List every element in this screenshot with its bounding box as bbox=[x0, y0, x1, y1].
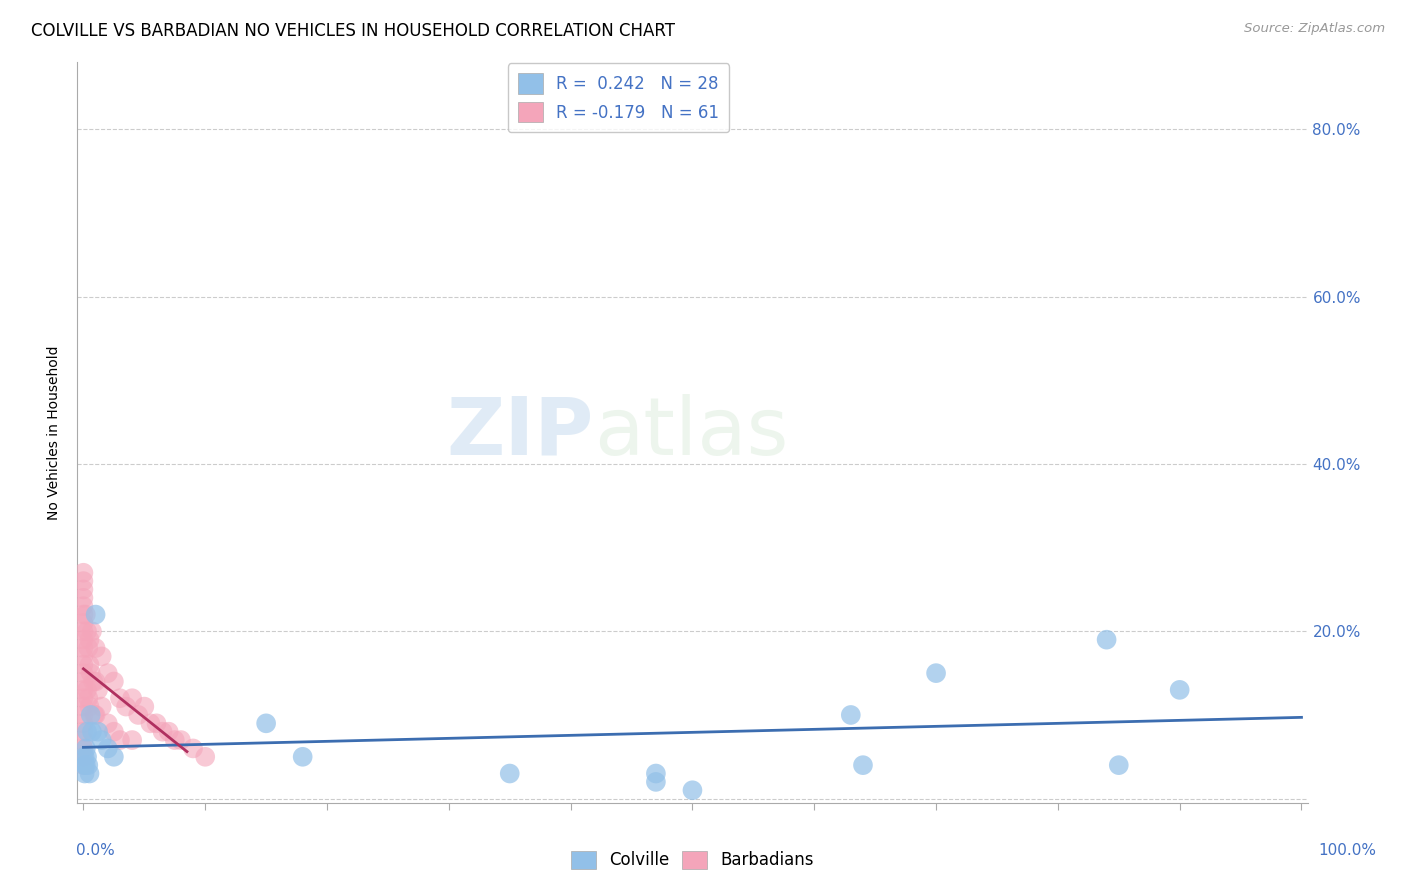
Point bbox=[75, 741, 97, 756]
Text: atlas: atlas bbox=[595, 393, 789, 472]
Point bbox=[80, 708, 103, 723]
Point bbox=[72, 607, 94, 622]
Point bbox=[73, 758, 96, 772]
Point bbox=[72, 758, 94, 772]
Point bbox=[1168, 682, 1191, 697]
Point bbox=[76, 749, 98, 764]
Point bbox=[84, 640, 107, 655]
Point bbox=[72, 591, 94, 605]
Point bbox=[1108, 758, 1130, 772]
Point bbox=[84, 708, 107, 723]
Point bbox=[72, 574, 94, 588]
Y-axis label: No Vehicles in Household: No Vehicles in Household bbox=[48, 345, 62, 520]
Point bbox=[645, 775, 668, 789]
Text: Source: ZipAtlas.com: Source: ZipAtlas.com bbox=[1244, 22, 1385, 36]
Text: 100.0%: 100.0% bbox=[1317, 843, 1376, 858]
Point bbox=[72, 615, 94, 630]
Point bbox=[76, 682, 98, 697]
Point bbox=[72, 749, 94, 764]
Point bbox=[72, 708, 94, 723]
Point bbox=[87, 724, 110, 739]
Point bbox=[145, 716, 167, 731]
Point bbox=[103, 724, 125, 739]
Point bbox=[79, 766, 101, 780]
Point bbox=[97, 716, 120, 731]
Point bbox=[103, 674, 125, 689]
Point bbox=[87, 682, 110, 697]
Point bbox=[77, 758, 100, 772]
Point bbox=[194, 749, 217, 764]
Point bbox=[77, 640, 100, 655]
Point bbox=[72, 716, 94, 731]
Point bbox=[72, 741, 94, 756]
Point bbox=[115, 699, 138, 714]
Point bbox=[254, 716, 277, 731]
Point bbox=[76, 624, 98, 639]
Point bbox=[72, 699, 94, 714]
Point bbox=[108, 691, 131, 706]
Point bbox=[77, 691, 100, 706]
Point bbox=[79, 699, 101, 714]
Point bbox=[127, 708, 149, 723]
Point bbox=[72, 649, 94, 664]
Point bbox=[90, 649, 112, 664]
Point bbox=[84, 674, 107, 689]
Point bbox=[97, 666, 120, 681]
Point bbox=[72, 691, 94, 706]
Point bbox=[121, 691, 143, 706]
Point bbox=[72, 682, 94, 697]
Point bbox=[682, 783, 704, 797]
Point bbox=[97, 741, 120, 756]
Point bbox=[72, 582, 94, 597]
Point bbox=[80, 724, 103, 739]
Point bbox=[139, 716, 162, 731]
Point bbox=[75, 607, 97, 622]
Point bbox=[72, 640, 94, 655]
Point bbox=[80, 666, 103, 681]
Point bbox=[925, 666, 948, 681]
Point bbox=[75, 758, 97, 772]
Point bbox=[852, 758, 875, 772]
Point bbox=[121, 733, 143, 747]
Point bbox=[72, 632, 94, 647]
Point bbox=[80, 624, 103, 639]
Point bbox=[90, 699, 112, 714]
Point bbox=[73, 766, 96, 780]
Legend: Colville, Barbadians: Colville, Barbadians bbox=[564, 844, 821, 876]
Point bbox=[82, 674, 104, 689]
Point bbox=[83, 708, 105, 723]
Point bbox=[72, 657, 94, 672]
Point bbox=[76, 724, 98, 739]
Point bbox=[72, 666, 94, 681]
Point bbox=[181, 741, 204, 756]
Point bbox=[103, 749, 125, 764]
Point bbox=[79, 632, 101, 647]
Point bbox=[170, 733, 193, 747]
Point bbox=[84, 607, 107, 622]
Text: 0.0%: 0.0% bbox=[76, 843, 115, 858]
Point bbox=[72, 624, 94, 639]
Point bbox=[72, 674, 94, 689]
Point bbox=[291, 749, 314, 764]
Point bbox=[72, 724, 94, 739]
Point bbox=[645, 766, 668, 780]
Point bbox=[157, 724, 180, 739]
Point bbox=[72, 566, 94, 580]
Text: COLVILLE VS BARBADIAN NO VEHICLES IN HOUSEHOLD CORRELATION CHART: COLVILLE VS BARBADIAN NO VEHICLES IN HOU… bbox=[31, 22, 675, 40]
Point bbox=[1095, 632, 1118, 647]
Point bbox=[839, 708, 862, 723]
Point bbox=[72, 733, 94, 747]
Point bbox=[73, 749, 96, 764]
Point bbox=[152, 724, 174, 739]
Point bbox=[79, 657, 101, 672]
Point bbox=[499, 766, 522, 780]
Point bbox=[163, 733, 186, 747]
Point bbox=[108, 733, 131, 747]
Point bbox=[90, 733, 112, 747]
Text: ZIP: ZIP bbox=[447, 393, 595, 472]
Point bbox=[134, 699, 156, 714]
Point bbox=[72, 599, 94, 614]
